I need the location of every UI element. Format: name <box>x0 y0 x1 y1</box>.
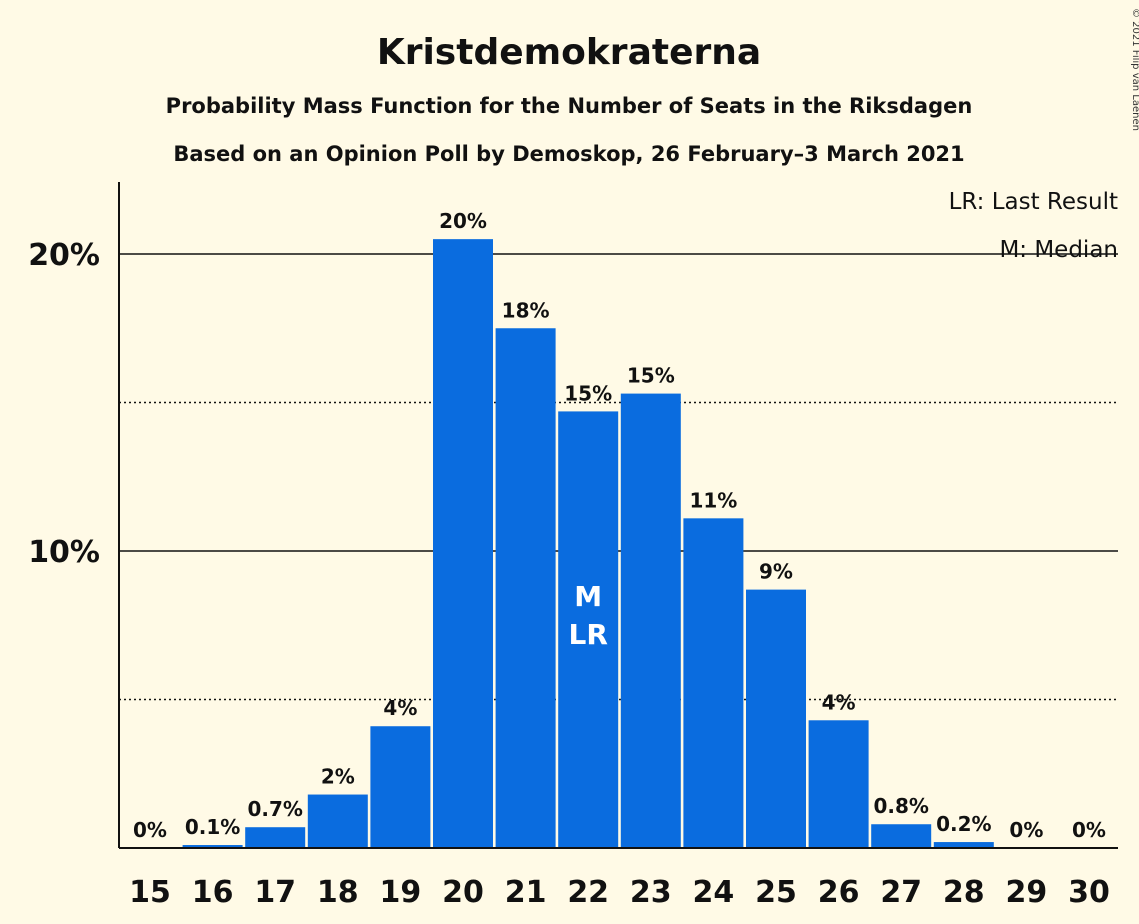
chart-title: Kristdemokraterna <box>377 32 761 73</box>
median-lr-markers: M LR <box>568 580 607 651</box>
bar <box>558 411 619 848</box>
bar <box>808 720 869 848</box>
bar <box>433 239 493 848</box>
chart-subtitle-line-1: Probability Mass Function for the Number… <box>166 94 973 118</box>
x-tick-label: 19 <box>380 875 422 910</box>
data-label: 9% <box>759 560 793 584</box>
data-label: 20% <box>439 209 487 233</box>
data-label: 2% <box>321 765 355 789</box>
chart-subtitle-line-2: Based on an Opinion Poll by Demoskop, 26… <box>173 142 964 166</box>
y-tick-label: 20% <box>28 238 100 273</box>
data-label: 0.8% <box>873 794 928 818</box>
bar <box>370 726 431 848</box>
x-tick-labels: 15 16 17 18 19 20 21 22 23 24 25 26 27 28 29 30 <box>129 875 1110 910</box>
x-tick-label: 17 <box>254 875 296 910</box>
data-label: 0% <box>1072 818 1106 842</box>
gridlines <box>119 253 1118 701</box>
bar <box>933 842 994 848</box>
x-tick-label: 20 <box>442 875 484 910</box>
x-tick-label: 30 <box>1068 875 1110 910</box>
last-result-marker: LR <box>568 618 607 651</box>
bars <box>182 239 994 848</box>
data-label: 4% <box>822 690 856 714</box>
x-tick-label: 16 <box>192 875 234 910</box>
data-label: 18% <box>502 298 550 322</box>
data-label: 0% <box>133 818 167 842</box>
x-tick-label: 22 <box>567 875 609 910</box>
copyright-credit: © 2021 Filip van Laenen <box>1130 8 1139 131</box>
x-tick-label: 27 <box>880 875 922 910</box>
bar <box>495 328 556 848</box>
x-tick-label: 25 <box>755 875 797 910</box>
legend-median: M: Median <box>999 237 1118 263</box>
bar <box>871 824 932 848</box>
data-label: 11% <box>689 488 737 512</box>
x-tick-label: 28 <box>943 875 985 910</box>
x-tick-label: 23 <box>630 875 672 910</box>
data-label: 15% <box>627 364 675 388</box>
y-tick-labels: 10% 20% <box>28 238 100 570</box>
x-tick-label: 18 <box>317 875 359 910</box>
data-label: 0.7% <box>247 797 302 821</box>
legend-last-result: LR: Last Result <box>949 189 1118 215</box>
x-tick-label: 29 <box>1006 875 1048 910</box>
bar <box>307 794 368 848</box>
data-label: 0.1% <box>185 815 240 839</box>
median-marker: M <box>574 580 602 613</box>
bar <box>746 589 806 848</box>
data-labels: 0% 0.1% 0.7% 2% 4% 20% 18% 15% 15% 11% 9% 4% 0.8% 0.2… <box>133 209 1106 842</box>
data-label: 0% <box>1009 818 1043 842</box>
bar <box>620 393 681 848</box>
bar <box>245 827 306 848</box>
bar <box>182 845 243 848</box>
x-tick-label: 21 <box>505 875 547 910</box>
x-tick-label: 15 <box>129 875 171 910</box>
data-label: 4% <box>383 696 417 720</box>
x-tick-label: 24 <box>693 875 735 910</box>
data-label: 15% <box>564 381 612 405</box>
data-label: 0.2% <box>936 812 991 836</box>
bar <box>683 518 744 848</box>
x-tick-label: 26 <box>818 875 860 910</box>
y-tick-label: 10% <box>28 535 100 570</box>
